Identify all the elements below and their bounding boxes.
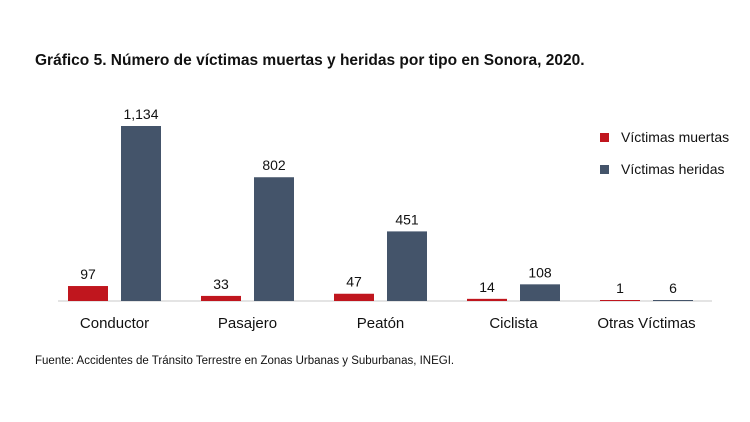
value-label-muertas-pasajero: 33 [213,276,229,292]
value-label-heridas-peaton: 451 [395,211,419,227]
category-label-otras-victimas: Otras Víctimas [597,315,695,332]
legend-label-muertas: Víctimas muertas [621,129,730,145]
value-label-heridas-ciclista: 108 [528,264,552,280]
bar-heridas-pasajero [254,177,294,301]
category-label-peaton: Peatón [357,315,405,332]
bar-heridas-conductor [121,126,161,301]
category-label-ciclista: Ciclista [489,315,538,332]
legend-swatch-heridas [600,164,609,174]
bar-heridas-peaton [387,231,427,301]
bar-muertas-conductor [68,286,108,301]
bar-heridas-otras-victimas [653,300,693,301]
chart-legend: Víctimas muertas Víctimas heridas [600,127,729,191]
value-label-heridas-conductor: 1,134 [123,106,158,122]
source-note: Fuente: Accidentes de Tránsito Terrestre… [35,355,455,367]
bar-muertas-ciclista [467,298,507,301]
value-label-muertas-ciclista: 14 [479,279,495,295]
bar-muertas-pasajero [201,295,241,301]
legend-item-muertas: Víctimas muertas [600,127,729,147]
value-label-muertas-otras-victimas: 1 [616,280,624,296]
legend-label-heridas: Víctimas heridas [621,161,725,177]
bar-heridas-ciclista [520,284,560,301]
category-label-conductor: Conductor [80,315,149,332]
chart-title: Gráfico 5. Número de víctimas muertas y … [35,52,585,69]
category-label-pasajero: Pasajero [218,315,277,332]
value-label-heridas-pasajero: 802 [262,157,286,173]
bar-muertas-peaton [334,293,374,301]
value-label-muertas-conductor: 97 [80,266,96,282]
bar-muertas-otras-victimas [600,300,640,301]
legend-item-heridas: Víctimas heridas [600,159,729,179]
value-label-heridas-otras-victimas: 6 [669,280,677,296]
legend-swatch-muertas [600,132,609,142]
value-label-muertas-peaton: 47 [346,274,362,290]
